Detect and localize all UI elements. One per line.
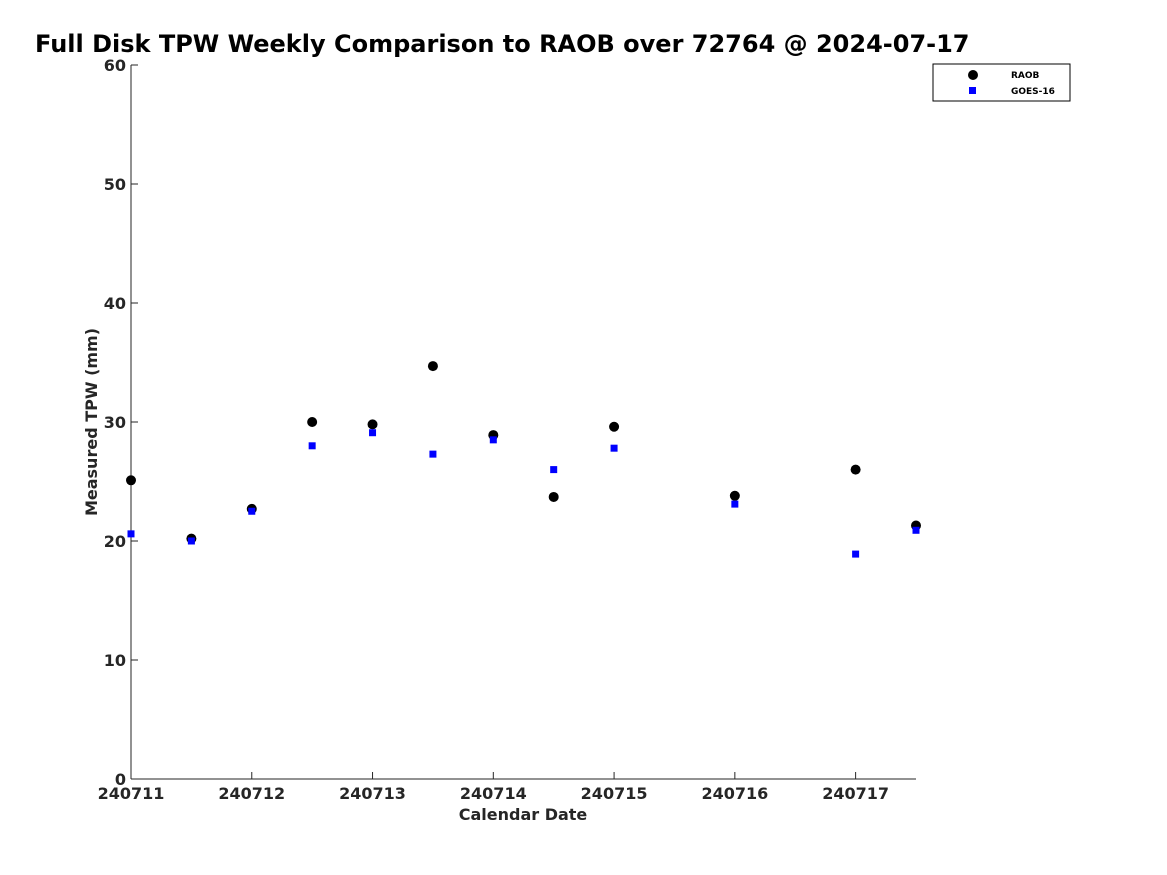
legend-raob-marker xyxy=(968,70,978,80)
y-tick-label: 20 xyxy=(104,532,126,551)
goes16-point xyxy=(369,429,377,437)
y-axis-ticks: 0 10 20 30 40 50 60 xyxy=(104,56,138,789)
raob-point xyxy=(850,464,861,475)
y-tick-label: 40 xyxy=(104,294,126,313)
y-axis-label: Measured TPW (mm) xyxy=(82,328,101,516)
legend-box xyxy=(932,63,1071,102)
raob-point xyxy=(548,491,559,502)
goes16-point xyxy=(610,444,618,452)
y-tick-label: 60 xyxy=(104,56,126,75)
x-axis-label: Calendar Date xyxy=(459,805,588,824)
x-tick-label: 240712 xyxy=(218,784,285,803)
series-goes-16 xyxy=(127,429,920,558)
y-tick-label: 0 xyxy=(115,770,126,789)
raob-point xyxy=(126,475,136,486)
legend-raob-label: RAOB xyxy=(1011,71,1040,81)
goes16-point xyxy=(550,466,558,474)
x-tick-label: 240713 xyxy=(339,784,406,803)
raob-point xyxy=(367,419,378,430)
chart-title: Full Disk TPW Weekly Comparison to RAOB … xyxy=(35,30,970,58)
x-tick-label: 240717 xyxy=(822,784,889,803)
goes16-point xyxy=(308,442,316,450)
series-raob xyxy=(126,361,921,544)
goes16-point xyxy=(912,526,920,534)
raob-point xyxy=(307,417,318,427)
raob-point xyxy=(609,421,620,432)
goes16-point xyxy=(731,500,739,508)
x-axis-ticks: 240711 240712 240713 240714 240715 240716 2407… xyxy=(98,772,889,803)
data-series xyxy=(126,361,921,558)
legend-goes16-marker xyxy=(969,87,976,94)
y-tick-label: 50 xyxy=(104,175,126,194)
goes16-point xyxy=(248,507,256,515)
x-tick-label: 240714 xyxy=(460,784,527,803)
y-tick-label: 10 xyxy=(104,651,126,670)
raob-point xyxy=(427,361,438,372)
goes16-point xyxy=(852,550,860,558)
y-tick-label: 30 xyxy=(104,413,126,432)
goes16-point xyxy=(187,537,195,545)
x-tick-label: 240715 xyxy=(581,784,648,803)
raob-point xyxy=(729,490,740,501)
x-tick-label: 240711 xyxy=(98,784,165,803)
legend: RAOB GOES-16 xyxy=(932,63,1071,102)
goes16-point xyxy=(127,530,135,538)
goes16-point xyxy=(489,436,497,444)
x-tick-label: 240716 xyxy=(701,784,768,803)
goes16-point xyxy=(429,450,437,458)
legend-goes16-label: GOES-16 xyxy=(1011,87,1055,97)
